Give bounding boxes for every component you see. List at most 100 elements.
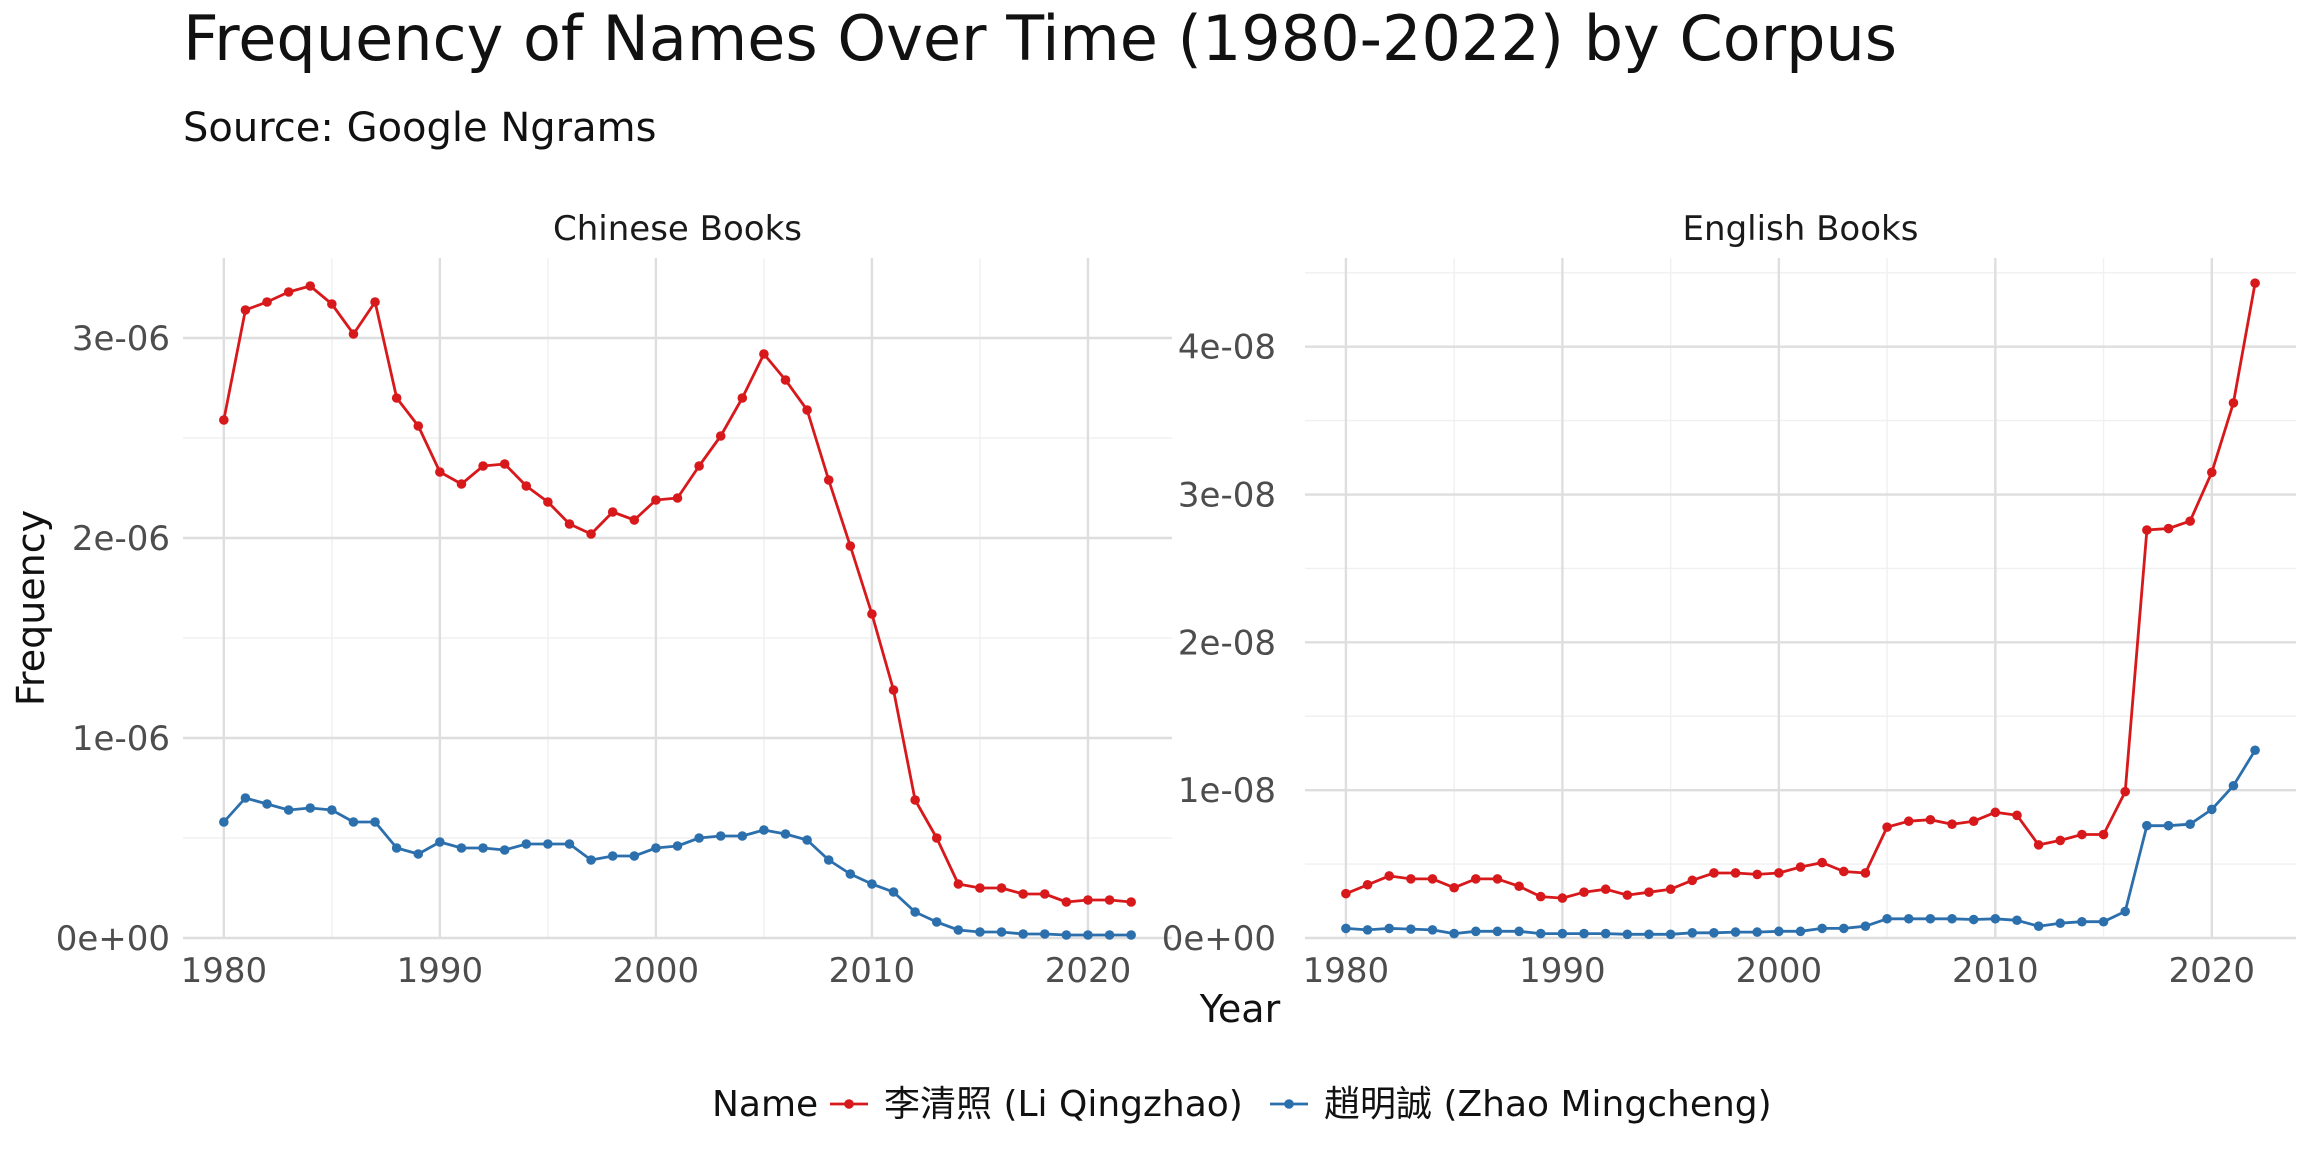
data-point [1903, 913, 1914, 924]
data-point [607, 507, 618, 517]
data-point [543, 839, 553, 849]
data-point [2185, 819, 2195, 829]
data-point [1882, 913, 1892, 924]
data-point [2077, 829, 2087, 840]
data-point [737, 393, 748, 403]
data-point [327, 805, 337, 815]
data-point [1968, 816, 1979, 827]
data-point [931, 833, 942, 843]
data-point [823, 475, 834, 485]
x-tick-label: 2010 [829, 951, 916, 991]
data-point [2012, 915, 2022, 926]
data-point [456, 479, 467, 489]
data-point [2206, 804, 2217, 815]
data-point [1535, 891, 1546, 902]
data-point [1600, 884, 1611, 895]
data-point [1903, 816, 1914, 827]
y-tick-label: 2e-06 [72, 519, 170, 559]
data-point [521, 481, 532, 491]
data-point [2185, 516, 2195, 526]
data-point [499, 845, 510, 855]
series-line [1345, 282, 2257, 900]
data-point [1838, 866, 1849, 877]
data-point [1947, 819, 1957, 829]
data-point [1427, 925, 1438, 935]
data-point [219, 817, 229, 827]
data-point [1362, 879, 1373, 890]
data-point [348, 817, 359, 827]
data-point [651, 843, 661, 853]
data-point [867, 609, 877, 619]
legend-key-point [1284, 1099, 1294, 1109]
data-point [1925, 814, 1936, 825]
data-point [1644, 929, 1654, 940]
data-point [1104, 930, 1115, 940]
data-point [2033, 921, 2044, 931]
data-point [1752, 927, 1763, 937]
data-point [2228, 780, 2239, 791]
data-point [240, 793, 251, 803]
data-point [953, 925, 964, 935]
data-point [1774, 868, 1784, 878]
data-point [391, 843, 402, 853]
data-point [888, 887, 899, 897]
data-point [823, 855, 834, 865]
data-point [478, 843, 488, 853]
data-point [2163, 523, 2174, 534]
data-point [543, 497, 553, 507]
legend-label: 趙明誠 (Zhao Mingcheng) [1324, 1084, 1772, 1125]
data-point [1384, 871, 1395, 881]
data-point [975, 927, 985, 937]
data-point [1860, 868, 1871, 878]
series-zhao-mingcheng [1341, 745, 2260, 940]
data-point [1514, 881, 1524, 892]
data-point [1860, 921, 1871, 931]
data-point [1838, 923, 1849, 934]
data-point [715, 831, 726, 841]
data-point [435, 467, 445, 477]
data-point [1665, 929, 1676, 940]
data-point [1579, 928, 1589, 939]
data-point [996, 927, 1007, 937]
data-point [1470, 926, 1481, 937]
data-point [1406, 874, 1416, 884]
data-point [931, 917, 942, 927]
data-point [586, 529, 596, 539]
x-tick-label: 2020 [2169, 951, 2256, 991]
data-point [629, 515, 640, 525]
data-point [499, 459, 510, 469]
data-point [1039, 889, 1050, 899]
data-point [759, 349, 769, 359]
data-point [607, 851, 618, 861]
series-line [222, 284, 1132, 904]
data-point [305, 803, 316, 813]
data-point [867, 879, 877, 889]
data-point [1600, 928, 1611, 939]
data-point [2142, 525, 2152, 535]
y-tick-label: 3e-08 [1178, 476, 1276, 516]
data-point [348, 329, 359, 339]
data-point [953, 879, 964, 889]
data-point [1018, 929, 1028, 939]
data-point [1557, 893, 1568, 903]
data-point [1126, 897, 1136, 907]
data-point [1083, 895, 1093, 905]
legend: Name 李清照 (Li Qingzhao) 趙明誠 (Zhao Mingcheng… [712, 1084, 1772, 1125]
data-point [435, 837, 445, 847]
data-point [2098, 829, 2109, 840]
data-point [1492, 926, 1503, 937]
data-point [759, 825, 769, 835]
panel-english-books: 1980 1990 2000 2010 2020 0e+00 1e-08 2e-08 3e-08… [1162, 209, 2296, 991]
data-point [888, 685, 899, 695]
data-point [2163, 820, 2174, 831]
data-point [1406, 924, 1416, 934]
data-point [1644, 887, 1654, 897]
x-tick-label: 1980 [1303, 951, 1390, 991]
data-point [2055, 918, 2066, 929]
data-point [2120, 906, 2131, 917]
data-point [802, 835, 812, 845]
data-point [845, 541, 856, 551]
data-point [651, 495, 661, 505]
y-tick-label: 3e-06 [72, 319, 170, 359]
